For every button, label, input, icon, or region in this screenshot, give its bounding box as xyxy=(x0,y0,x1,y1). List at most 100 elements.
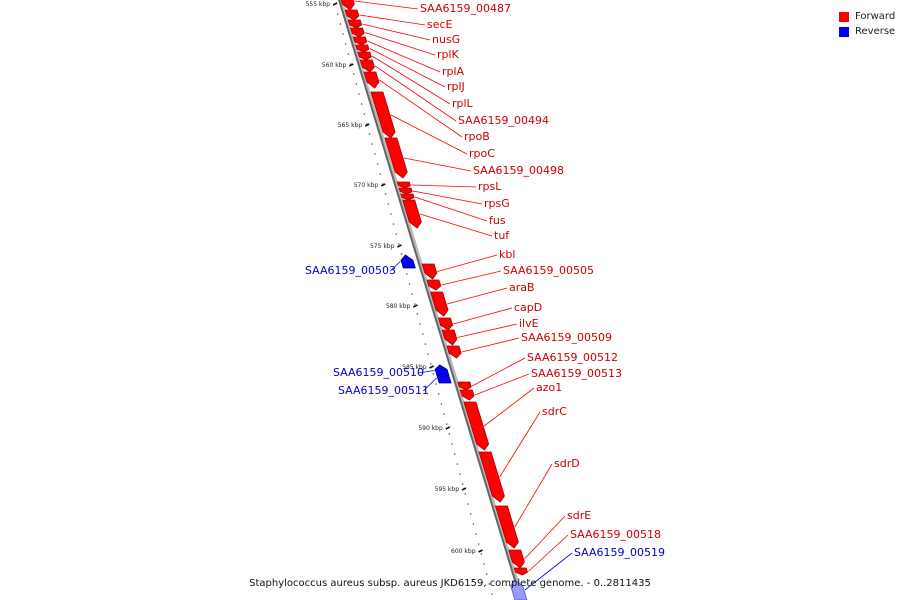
gene-arrow-rpsl[interactable] xyxy=(396,181,411,189)
gene-label-rplj[interactable]: rplJ xyxy=(447,80,465,93)
gene-arrow-rpsg[interactable] xyxy=(398,187,413,195)
gene-arrow-saa6159_00503[interactable] xyxy=(400,254,416,269)
gene-label-arab[interactable]: araB xyxy=(509,281,535,294)
gene-label-saa6159_00487[interactable]: SAA6159_00487 xyxy=(420,2,511,15)
scale-dot xyxy=(355,83,358,85)
leader-line xyxy=(389,261,401,272)
gene-arrow-rpll[interactable] xyxy=(357,51,372,61)
gene-label-fus[interactable]: fus xyxy=(489,214,506,227)
gene-label-saa6159_00509[interactable]: SAA6159_00509 xyxy=(521,331,612,344)
gene-arrow-tuf[interactable] xyxy=(402,199,422,229)
gene-arrow-rplj[interactable] xyxy=(355,44,370,53)
scale-dot xyxy=(445,423,448,425)
gene-label-saa6159_00518[interactable]: SAA6159_00518 xyxy=(570,528,661,541)
leader-line xyxy=(364,32,436,56)
gene-arrow-saa6159_00518[interactable] xyxy=(513,567,528,576)
gene-arrow-nusg[interactable] xyxy=(347,19,363,29)
scale-dot xyxy=(422,333,424,335)
gene-arrow-rpla[interactable] xyxy=(352,36,368,46)
leader-line xyxy=(418,370,435,374)
scale-dot xyxy=(483,563,485,565)
gene-arrow-saa6159_00511[interactable] xyxy=(436,372,452,384)
gene-arrow-sdre[interactable] xyxy=(508,549,525,569)
gene-arrow-saa6159_00512[interactable] xyxy=(457,381,472,391)
gene-label-rpsg[interactable]: rpsG xyxy=(484,197,510,210)
scale-dot xyxy=(448,433,451,435)
gene-label-saa6159_00512[interactable]: SAA6159_00512 xyxy=(527,351,618,364)
scale-dot xyxy=(419,323,421,325)
gene-label-rplk[interactable]: rplK xyxy=(437,48,460,61)
gene-arrow-rpoc[interactable] xyxy=(370,91,396,139)
gene-label-saa6159_00503[interactable]: SAA6159_00503 xyxy=(305,264,396,277)
gene-arrow-kbl[interactable] xyxy=(421,263,438,280)
gene-arrow-saa6159_00487[interactable] xyxy=(339,0,355,11)
gene-arrow-saa6159_00505[interactable] xyxy=(426,279,442,291)
leader-line xyxy=(362,23,431,41)
gene-label-saa6159_00519[interactable]: SAA6159_00519 xyxy=(574,546,665,559)
gene-label-kbl[interactable]: kbl xyxy=(499,248,515,261)
gene-label-rpla[interactable]: rplA xyxy=(442,65,465,78)
gene-arrow-sdrc[interactable] xyxy=(478,451,505,503)
scale-dot xyxy=(429,363,432,365)
gene-arrow-ilve[interactable] xyxy=(441,329,458,346)
gene-arrow-saa6159_00498[interactable] xyxy=(384,137,408,179)
gene-label-rpoc[interactable]: rpoC xyxy=(469,147,495,160)
gene-label-saa6159_00513[interactable]: SAA6159_00513 xyxy=(531,367,622,380)
scale-dot xyxy=(416,313,419,315)
scale-dot xyxy=(408,283,411,285)
leader-line xyxy=(369,48,446,88)
gene-arrow-arab[interactable] xyxy=(430,291,449,317)
scale-tick xyxy=(445,426,451,430)
gene-arrow-saa6159_00513[interactable] xyxy=(459,389,475,401)
gene-arrow-rpob[interactable] xyxy=(363,71,380,89)
gene-arrow-saa6159_00494[interactable] xyxy=(359,59,375,73)
gene-label-rpob[interactable]: rpoB xyxy=(464,130,490,143)
scale-dot xyxy=(475,533,477,535)
gene-arrow-azo1[interactable] xyxy=(463,401,490,451)
scale-dot xyxy=(432,373,435,375)
leader-line xyxy=(528,534,569,572)
gene-arrow-fus[interactable] xyxy=(400,193,415,201)
gene-label-sece[interactable]: secE xyxy=(427,18,453,31)
gene-label-saa6159_00510[interactable]: SAA6159_00510 xyxy=(333,366,424,379)
gene-arrow-sdrd[interactable] xyxy=(494,505,519,549)
reverse-swatch xyxy=(839,26,849,37)
scale-tick xyxy=(397,244,402,248)
gene-label-saa6159_00511[interactable]: SAA6159_00511 xyxy=(338,384,429,397)
gene-arrow-capd[interactable] xyxy=(437,317,454,331)
gene-label-rpsl[interactable]: rpsL xyxy=(478,180,502,193)
leader-line xyxy=(461,337,520,353)
gene-label-saa6159_00505[interactable]: SAA6159_00505 xyxy=(503,264,594,277)
leader-line xyxy=(379,79,463,138)
scale-dot xyxy=(398,243,400,245)
gene-arrow-sece[interactable] xyxy=(344,9,360,21)
gene-label-nusg[interactable]: nusG xyxy=(432,33,460,46)
scale-tick-label: 575 kbp xyxy=(370,243,395,250)
gene-label-tuf[interactable]: tuf xyxy=(494,229,510,242)
leader-line xyxy=(359,14,426,26)
gene-arrow-rplk[interactable] xyxy=(350,27,365,38)
gene-label-ilve[interactable]: ilvE xyxy=(519,317,539,330)
leader-line xyxy=(457,323,518,338)
gene-label-capd[interactable]: capD xyxy=(514,301,542,314)
gene-label-rpll[interactable]: rplL xyxy=(452,97,474,110)
scale-dot xyxy=(395,233,398,235)
gene-label-sdrc[interactable]: sdrC xyxy=(542,405,567,418)
legend-item-forward: Forward xyxy=(839,9,895,24)
gene-label-sdrd[interactable]: sdrD xyxy=(554,457,580,470)
scale-tick xyxy=(364,123,370,127)
scale-tick xyxy=(478,549,483,553)
gene-label-sdre[interactable]: sdrE xyxy=(567,509,591,522)
gene-label-saa6159_00494[interactable]: SAA6159_00494 xyxy=(458,114,549,127)
gene-label-saa6159_00498[interactable]: SAA6159_00498 xyxy=(473,164,564,177)
scale-dot xyxy=(488,583,491,585)
legend-label-reverse: Reverse xyxy=(855,26,896,37)
scale-tick-label: 595 kbp xyxy=(435,486,460,493)
leader-line xyxy=(411,184,477,188)
leader-line xyxy=(422,377,437,392)
leader-line xyxy=(453,307,513,325)
gene-label-azo1[interactable]: azo1 xyxy=(536,381,562,394)
gene-arrow-saa6159_00519[interactable] xyxy=(510,579,528,600)
scale-dot xyxy=(392,223,395,225)
gene-arrow-saa6159_00509[interactable] xyxy=(446,345,462,359)
